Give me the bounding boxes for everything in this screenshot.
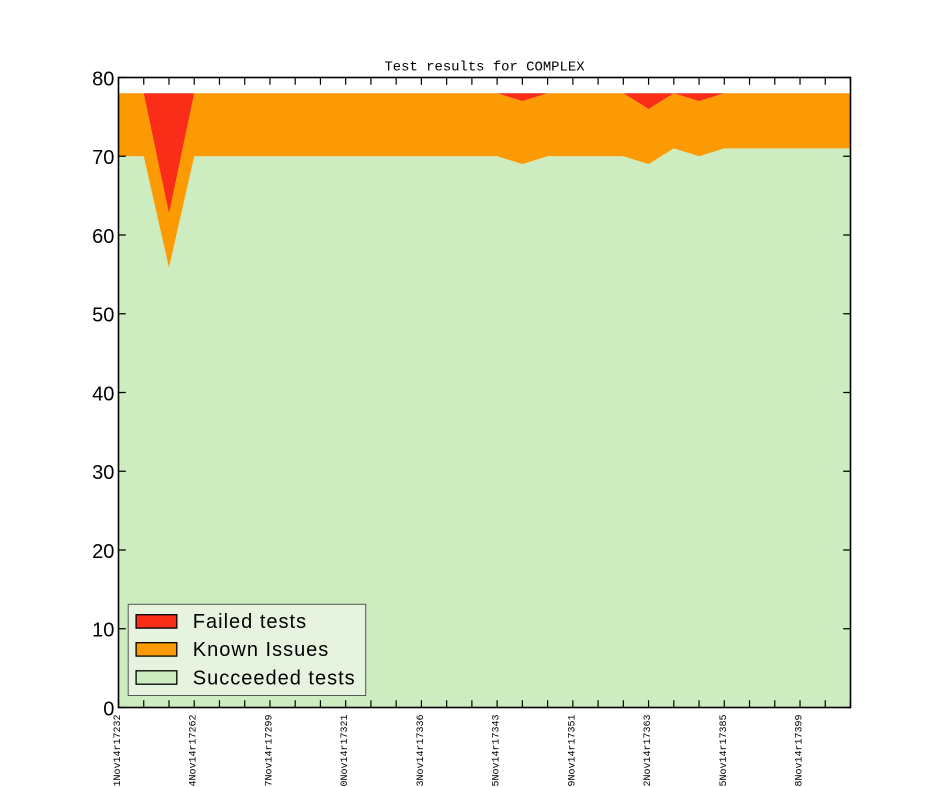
svg-text:1Nov14r17232: 1Nov14r17232 [113, 715, 124, 787]
svg-text:0: 0 [103, 698, 114, 720]
svg-text:30: 30 [92, 462, 114, 484]
svg-text:Failed tests: Failed tests [193, 611, 307, 633]
svg-text:3Nov14r17336: 3Nov14r17336 [416, 715, 427, 787]
svg-text:8Nov14r17399: 8Nov14r17399 [795, 715, 806, 787]
svg-text:40: 40 [92, 383, 114, 405]
svg-text:7Nov14r17299: 7Nov14r17299 [264, 715, 275, 787]
svg-text:Test results for COMPLEX: Test results for COMPLEX [384, 60, 585, 76]
svg-text:4Nov14r17262: 4Nov14r17262 [189, 715, 200, 787]
svg-text:2Nov14r17363: 2Nov14r17363 [643, 715, 654, 787]
svg-text:60: 60 [92, 226, 114, 248]
svg-text:80: 80 [92, 68, 114, 90]
svg-text:50: 50 [92, 305, 114, 327]
svg-text:5Nov14r17385: 5Nov14r17385 [719, 715, 730, 787]
svg-text:0Nov14r17321: 0Nov14r17321 [340, 715, 351, 787]
svg-text:70: 70 [92, 147, 114, 169]
svg-text:9Nov14r17351: 9Nov14r17351 [567, 715, 578, 787]
svg-text:Succeeded tests: Succeeded tests [193, 667, 356, 689]
svg-text:5Nov14r17343: 5Nov14r17343 [492, 715, 503, 787]
svg-text:10: 10 [92, 620, 114, 642]
svg-text:20: 20 [92, 541, 114, 563]
svg-text:Known Issues: Known Issues [193, 639, 330, 661]
